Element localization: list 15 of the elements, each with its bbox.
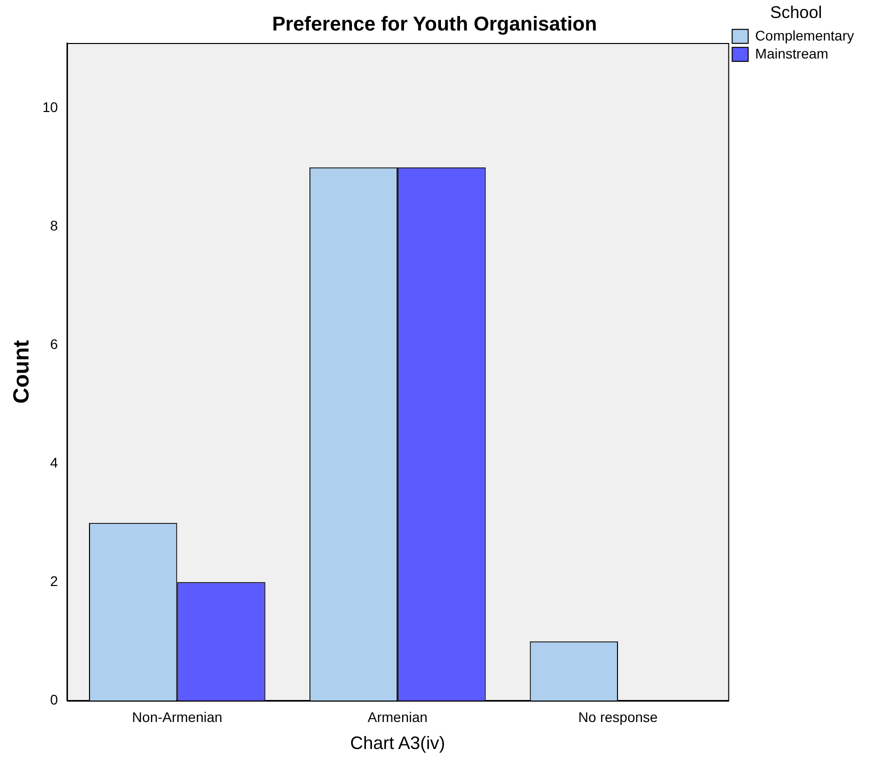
y-tick-label: 8	[50, 218, 58, 234]
legend-title: School	[770, 3, 822, 22]
y-tick-label: 2	[50, 572, 58, 589]
y-tick-label: 6	[50, 336, 58, 352]
legend-label: Mainstream	[755, 45, 828, 62]
chart-title: Preference for Youth Organisation	[272, 14, 597, 36]
legend-label: Complementary	[755, 27, 854, 44]
x-tick-label: Non-Armenian	[132, 708, 222, 725]
x-tick-label: No response	[578, 708, 658, 725]
y-tick-label: 10	[42, 99, 58, 116]
y-axis-title: Count	[8, 339, 34, 404]
y-tick-label: 0	[50, 691, 58, 708]
y-tick-label: 4	[50, 454, 58, 470]
x-tick-label: Armenian	[368, 708, 428, 725]
x-axis-title: Chart A3(iv)	[350, 733, 446, 754]
